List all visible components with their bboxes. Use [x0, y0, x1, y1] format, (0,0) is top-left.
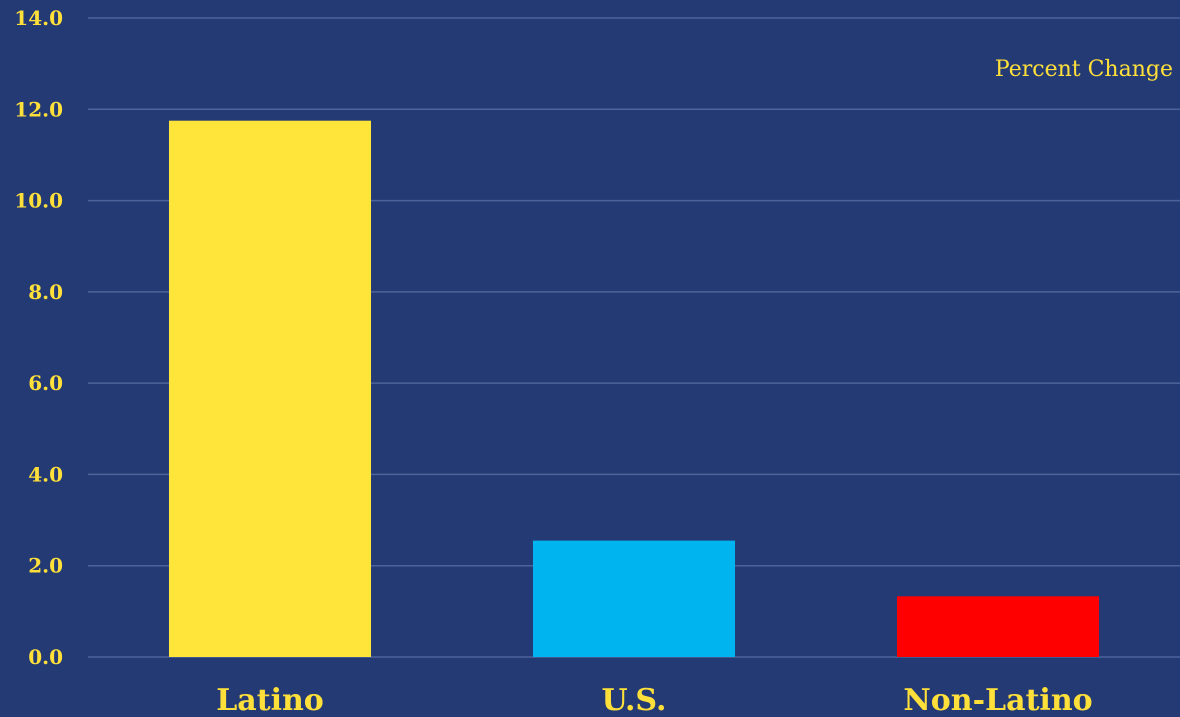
y-tick-label: 2.0 [28, 554, 63, 578]
x-category-label: Non-Latino [903, 683, 1092, 717]
x-category-label: Latino [216, 683, 324, 717]
percent-change-annotation: Percent Change [995, 57, 1173, 82]
bar-non-latino [896, 596, 1100, 657]
y-tick-label: 4.0 [28, 462, 63, 486]
x-axis-category-labels: Latino U.S. Non-Latino [216, 683, 1092, 717]
y-tick-label: 10.0 [14, 189, 63, 213]
bar-latino [168, 120, 372, 658]
y-tick-label: 14.0 [14, 6, 63, 30]
y-tick-label: 0.0 [28, 645, 63, 669]
y-tick-label: 8.0 [28, 280, 63, 304]
bars [168, 120, 1100, 658]
x-category-label: U.S. [602, 683, 667, 717]
y-tick-label: 12.0 [14, 97, 63, 121]
bar-u-s [532, 540, 736, 657]
y-axis-tick-labels: 0.0 2.0 4.0 6.0 8.0 10.0 12.0 14.0 [14, 6, 63, 669]
y-tick-label: 6.0 [28, 371, 63, 395]
